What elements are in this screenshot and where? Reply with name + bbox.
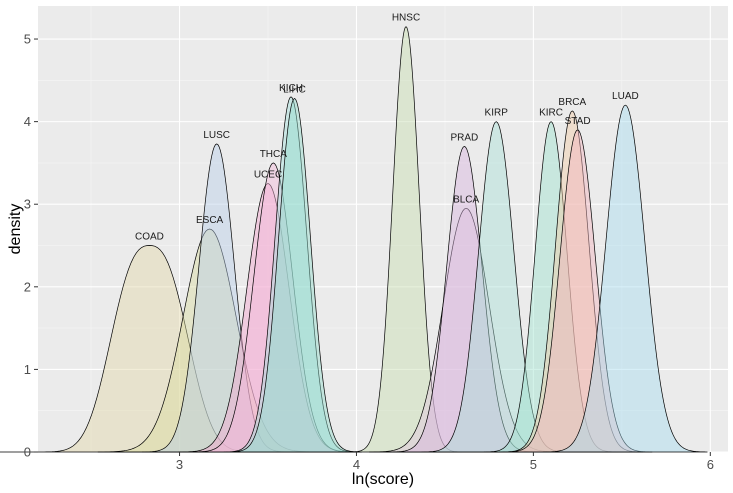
curve-label-prad: PRAD — [450, 132, 478, 143]
y-tick-label-2: 2 — [24, 279, 31, 294]
y-tick-label-0: 0 — [24, 445, 31, 460]
x-tick-label-2: 5 — [530, 457, 537, 472]
density-curve-prad — [389, 146, 540, 453]
y-tick-label-1: 1 — [24, 362, 31, 377]
curve-label-stad: STAD — [565, 116, 591, 127]
x-tick-label-3: 6 — [707, 457, 714, 472]
y-tick-label-5: 5 — [24, 32, 31, 47]
y-axis-ticks: 0 1 2 3 4 5 — [24, 32, 38, 460]
density-curve-lusc — [142, 143, 292, 453]
x-axis-title: ln(score) — [352, 471, 414, 488]
curve-label-esca: ESCA — [196, 215, 224, 226]
density-curve-luad — [543, 104, 708, 453]
density-curve-lihc — [227, 98, 362, 453]
curve-label-ucec: UCEC — [254, 170, 282, 181]
density-curve-stad — [502, 129, 653, 453]
density-curve-kich — [223, 96, 359, 453]
curve-label-kirp: KIRP — [485, 108, 509, 119]
x-axis-ticks: 3 4 5 6 — [176, 452, 714, 472]
density-curve-hnsc — [349, 26, 463, 453]
curve-label-kich: KICH — [279, 83, 303, 94]
density-curve-kirc — [483, 121, 619, 453]
x-tick-label-1: 4 — [353, 457, 360, 472]
curve-label-brca: BRCA — [558, 97, 586, 108]
curve-label-lihc: LIHC — [283, 85, 306, 96]
curve-label-hnsc: HNSC — [392, 13, 420, 24]
y-tick-label-4: 4 — [24, 114, 31, 129]
y-axis-title: density — [7, 204, 24, 255]
density-curve-kirp — [421, 121, 571, 453]
curve-label-blca: BLCA — [453, 194, 479, 205]
density-curve-brca — [501, 110, 644, 453]
x-tick-label-0: 3 — [176, 457, 183, 472]
curve-label-coad: COAD — [135, 232, 164, 243]
density-curve-esca — [97, 228, 322, 453]
density-curves — [0, 26, 708, 453]
curve-label-kirc: KIRC — [539, 108, 563, 119]
y-tick-label-3: 3 — [24, 197, 31, 212]
curve-label-luad: LUAD — [612, 91, 639, 102]
curve-label-lusc: LUSC — [203, 130, 230, 141]
curve-label-thca: THCA — [260, 149, 288, 160]
density-curve-blca — [369, 207, 564, 453]
